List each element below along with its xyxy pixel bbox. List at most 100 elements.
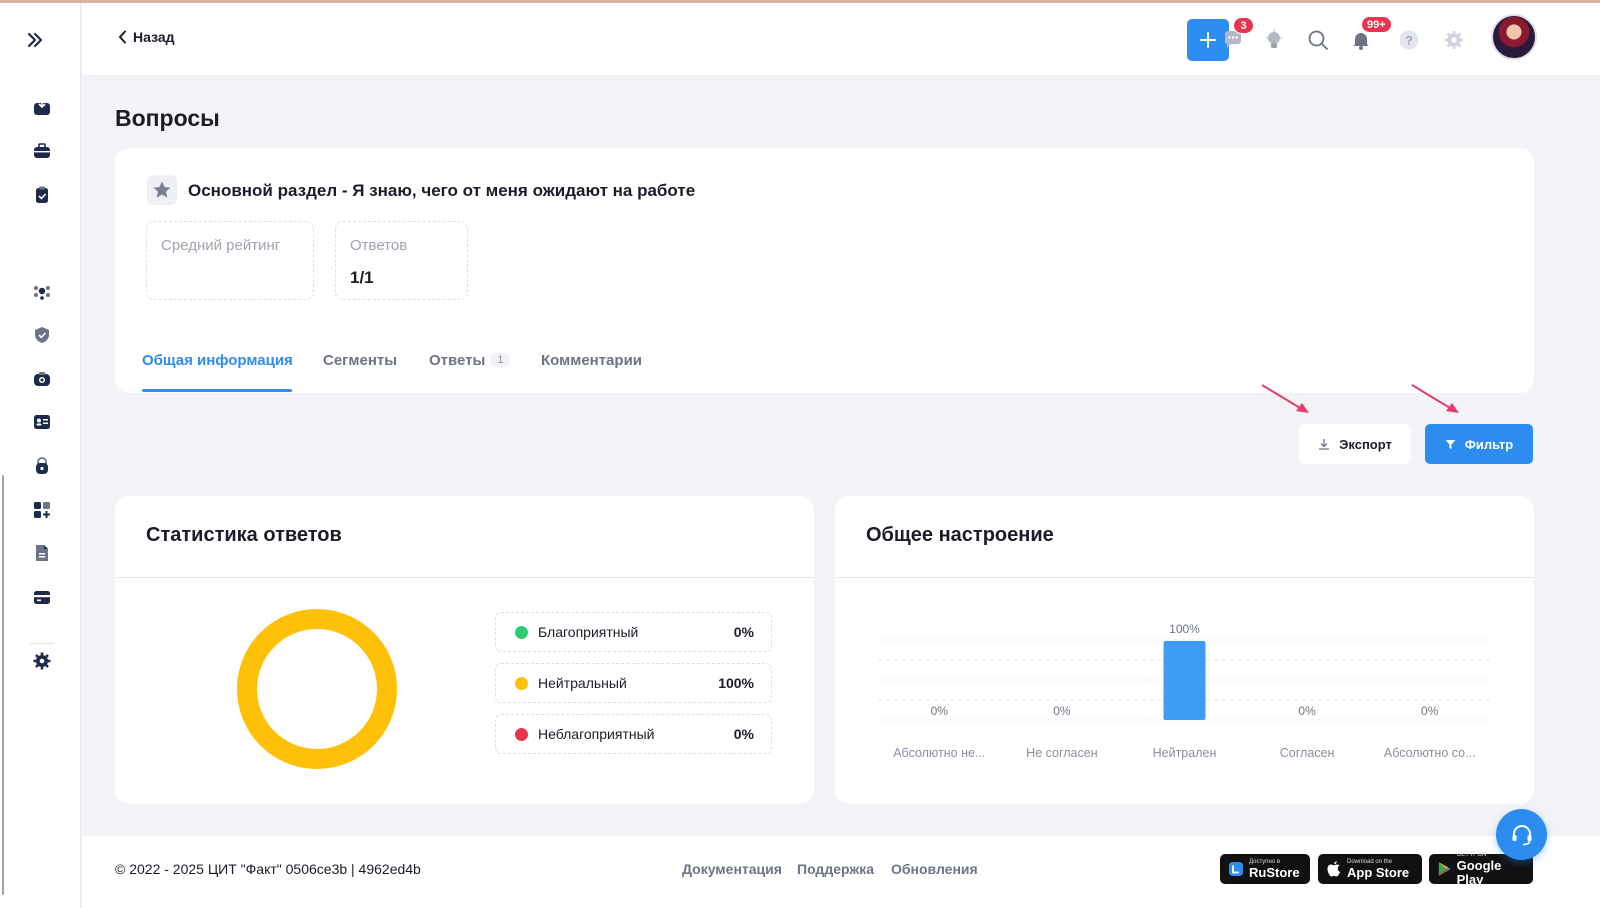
support-chat-button[interactable] (1496, 809, 1547, 860)
sidebar (0, 3, 81, 908)
tab-answers[interactable]: Ответы 1 (429, 352, 510, 369)
bar-value-label-3: 0% (1298, 704, 1316, 718)
export-button[interactable]: Экспорт (1299, 424, 1411, 464)
top-header: Назад 3 99+ ? (82, 3, 1600, 75)
rustore-badge[interactable]: Доступно в RuStore (1220, 854, 1310, 884)
sidebar-divider (30, 643, 54, 644)
answers-label: Ответов (350, 237, 408, 254)
scrollbar[interactable] (2, 475, 4, 895)
legend-item-unfavorable: Неблагоприятный 0% (495, 714, 772, 754)
create-button[interactable] (1187, 19, 1229, 61)
export-label: Экспорт (1339, 436, 1392, 452)
tab-label: Ответы (429, 352, 486, 369)
ideas-button[interactable] (1262, 28, 1286, 52)
sidebar-shield-icon[interactable] (31, 324, 53, 346)
store-name: App Store (1347, 864, 1410, 880)
sidebar-clipboard-icon[interactable] (31, 184, 53, 206)
copyright: © 2022 - 2025 ЦИТ "Факт" 0506ce3b | 4962… (115, 861, 421, 877)
bar-value-label-2: 100% (1169, 622, 1200, 636)
active-tab-indicator (142, 389, 292, 392)
help-button[interactable]: ? (1397, 28, 1421, 52)
documentation-link[interactable]: Документация (682, 861, 782, 877)
expand-sidebar-icon[interactable] (24, 29, 46, 51)
google-play-badge[interactable]: GET IT ON Google Play (1429, 851, 1533, 887)
sidebar-inbox-icon[interactable] (31, 97, 53, 119)
store-small-text: GET IT ON (1456, 851, 1487, 858)
filter-button[interactable]: Фильтр (1425, 424, 1533, 464)
sidebar-team-icon[interactable] (31, 281, 53, 303)
tab-answers-count: 1 (491, 353, 510, 367)
sidebar-document-icon[interactable] (31, 542, 53, 564)
tab-label: Общая информация (142, 352, 293, 369)
legend-label: Благоприятный (538, 624, 639, 640)
download-icon (1319, 439, 1330, 450)
star-icon (153, 181, 171, 198)
headset-icon (1512, 824, 1531, 845)
sidebar-case-icon[interactable] (31, 368, 53, 390)
search-button[interactable] (1306, 28, 1330, 52)
search-icon (1308, 30, 1328, 50)
x-tick-label-2: Нейтрален (1153, 746, 1217, 760)
back-label: Назад (133, 29, 175, 45)
chat-button[interactable]: 3 (1221, 17, 1254, 52)
plus-icon (1200, 32, 1216, 48)
sidebar-briefcase-icon[interactable] (31, 140, 53, 162)
sidebar-id-card-icon[interactable] (31, 411, 53, 433)
support-link[interactable]: Поддержка (797, 861, 875, 877)
notifications-button[interactable]: 99+ (1349, 16, 1392, 52)
tab-label: Сегменты (323, 352, 398, 369)
legend-item-neutral: Нейтральный 100% (495, 663, 772, 703)
legend-value: 100% (718, 675, 754, 691)
sidebar-add-widget-icon[interactable] (31, 499, 53, 521)
settings-button[interactable] (1442, 28, 1466, 52)
sidebar-card-icon[interactable] (31, 586, 53, 608)
store-small-text: Доступно в (1249, 858, 1281, 865)
legend-label: Неблагоприятный (538, 726, 655, 742)
help-icon: ? (1399, 30, 1419, 50)
card-divider (115, 577, 814, 578)
answer-stats-title: Статистика ответов (146, 524, 342, 546)
tab-segments[interactable]: Сегменты (323, 352, 397, 369)
sidebar-lock-icon[interactable] (31, 455, 53, 477)
legend-dot (515, 728, 528, 741)
tab-label: Комментарии (541, 352, 643, 369)
user-avatar[interactable] (1491, 14, 1537, 60)
back-link[interactable]: Назад (118, 29, 175, 45)
avg-rating-box: Средний рейтинг (146, 221, 314, 300)
filter-label: Фильтр (1464, 436, 1514, 452)
x-tick-label-3: Согласен (1280, 746, 1335, 760)
legend-label: Нейтральный (538, 675, 627, 691)
card-divider (835, 577, 1534, 578)
legend-dot (515, 626, 528, 639)
sidebar-settings-icon[interactable] (31, 650, 53, 672)
tab-general-info[interactable]: Общая информация (142, 352, 293, 369)
chat-badge: 3 (1233, 17, 1254, 34)
app-store-badge[interactable]: Download on the App Store (1318, 854, 1422, 884)
rustore-icon (1229, 862, 1243, 876)
chat-icon (1225, 31, 1241, 48)
store-name: RuStore (1249, 864, 1300, 880)
bar-value-label-0: 0% (931, 704, 949, 718)
lightbulb-icon (1266, 30, 1282, 48)
avg-rating-label: Средний рейтинг (161, 237, 281, 254)
bar-chart: 0% Абсолютно не... 0% Не согласен 100% Нейтра… (878, 622, 1491, 760)
bar-2 (1163, 641, 1206, 720)
store-small-text: Download on the (1347, 858, 1393, 865)
page-title: Вопросы (115, 105, 220, 131)
answer-stats-card: Статистика ответов Благоприятный 0% Нейт… (115, 496, 814, 804)
legend-item-favorable: Благоприятный 0% (495, 612, 772, 652)
x-tick-label-1: Не согласен (1026, 746, 1098, 760)
bar-value-label-4: 0% (1421, 704, 1439, 718)
updates-link[interactable]: Обновления (891, 861, 978, 877)
donut-slice-1 (237, 609, 397, 769)
tab-comments[interactable]: Комментарии (541, 352, 642, 369)
notifications-badge: 99+ (1361, 16, 1392, 33)
answers-box: Ответов 1/1 (335, 221, 468, 300)
section-card: Основной раздел - Я знаю, чего от меня о… (115, 148, 1534, 393)
overall-mood-card: Общее настроение 0% Абсолютно не... 0% Не с… (835, 496, 1534, 804)
overall-mood-title: Общее настроение (866, 524, 1054, 546)
favorite-button[interactable] (147, 175, 177, 205)
chevron-left-icon (118, 30, 126, 44)
store-name: Google Play (1456, 857, 1502, 887)
google-play-icon (1438, 862, 1451, 876)
